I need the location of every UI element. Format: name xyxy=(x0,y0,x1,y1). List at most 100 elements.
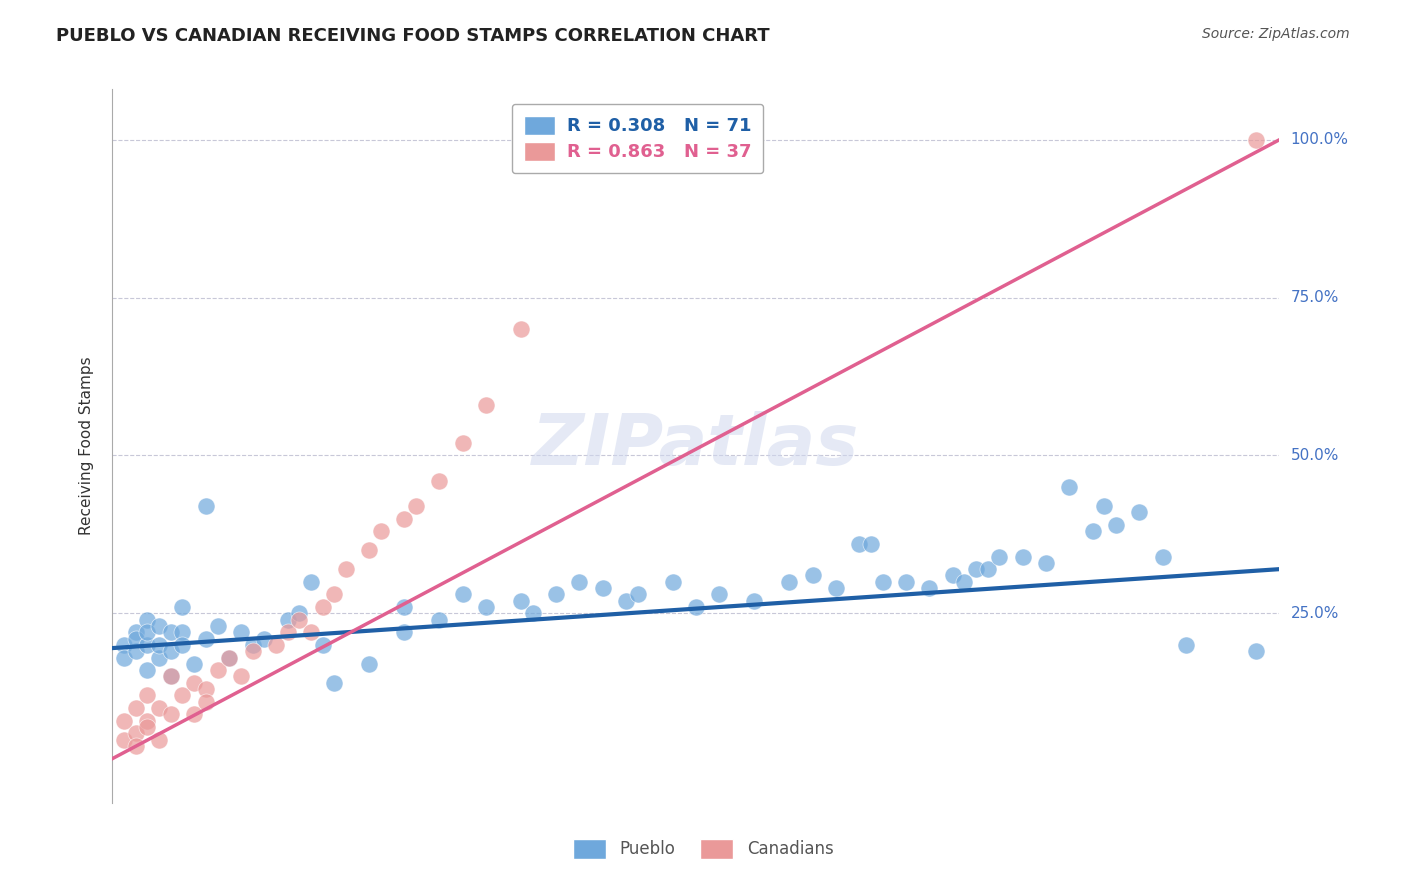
Point xyxy=(709,587,731,601)
Point xyxy=(125,644,148,658)
Point xyxy=(136,625,159,640)
Point xyxy=(172,625,194,640)
Point xyxy=(194,682,217,697)
Point xyxy=(125,726,148,740)
Point xyxy=(614,593,637,607)
Point xyxy=(148,619,170,633)
Point xyxy=(148,650,170,665)
Y-axis label: Receiving Food Stamps: Receiving Food Stamps xyxy=(79,357,94,535)
Point xyxy=(160,707,183,722)
Point xyxy=(942,568,965,582)
Point xyxy=(370,524,392,539)
Point xyxy=(522,607,544,621)
Point xyxy=(160,625,183,640)
Point xyxy=(125,632,148,646)
Point xyxy=(148,638,170,652)
Point xyxy=(1244,644,1267,658)
Point xyxy=(183,657,205,671)
Point xyxy=(744,593,766,607)
Point xyxy=(976,562,998,576)
Point xyxy=(323,587,346,601)
Point xyxy=(276,625,298,640)
Point xyxy=(427,474,450,488)
Point xyxy=(1175,638,1198,652)
Point xyxy=(801,568,824,582)
Point xyxy=(299,574,322,589)
Point xyxy=(194,499,217,513)
Point xyxy=(394,511,416,525)
Point xyxy=(112,714,135,728)
Point xyxy=(172,638,194,652)
Point xyxy=(207,619,229,633)
Point xyxy=(475,398,498,412)
Point xyxy=(183,675,205,690)
Point xyxy=(148,701,170,715)
Point xyxy=(264,638,287,652)
Point xyxy=(276,613,298,627)
Point xyxy=(229,669,252,683)
Point xyxy=(953,574,976,589)
Point xyxy=(860,537,883,551)
Point xyxy=(509,593,531,607)
Point xyxy=(311,638,333,652)
Point xyxy=(894,574,917,589)
Point xyxy=(207,663,229,677)
Point xyxy=(335,562,357,576)
Point xyxy=(323,675,346,690)
Point xyxy=(394,600,416,615)
Point xyxy=(112,732,135,747)
Point xyxy=(1081,524,1104,539)
Point xyxy=(359,657,381,671)
Point xyxy=(1105,517,1128,532)
Point xyxy=(451,435,474,450)
Point xyxy=(451,587,474,601)
Point xyxy=(218,650,240,665)
Point xyxy=(405,499,427,513)
Point xyxy=(194,632,217,646)
Point xyxy=(172,600,194,615)
Point xyxy=(778,574,800,589)
Point xyxy=(1244,133,1267,147)
Point xyxy=(509,322,531,336)
Point xyxy=(125,625,148,640)
Text: ZIPatlas: ZIPatlas xyxy=(533,411,859,481)
Point xyxy=(288,607,311,621)
Point xyxy=(359,543,381,558)
Point xyxy=(544,587,567,601)
Point xyxy=(112,638,135,652)
Text: 75.0%: 75.0% xyxy=(1291,290,1339,305)
Point xyxy=(136,663,159,677)
Point xyxy=(427,613,450,627)
Point xyxy=(136,689,159,703)
Point xyxy=(242,644,264,658)
Point xyxy=(160,644,183,658)
Point xyxy=(592,581,614,595)
Point xyxy=(918,581,941,595)
Point xyxy=(825,581,848,595)
Point xyxy=(160,669,183,683)
Point xyxy=(125,701,148,715)
Point xyxy=(848,537,870,551)
Point xyxy=(242,638,264,652)
Point xyxy=(160,669,183,683)
Point xyxy=(475,600,498,615)
Point xyxy=(627,587,650,601)
Point xyxy=(183,707,205,722)
Point xyxy=(172,689,194,703)
Point xyxy=(194,695,217,709)
Text: 50.0%: 50.0% xyxy=(1291,448,1339,463)
Point xyxy=(1152,549,1174,564)
Point xyxy=(136,720,159,734)
Point xyxy=(299,625,322,640)
Point xyxy=(253,632,276,646)
Point xyxy=(661,574,683,589)
Text: 25.0%: 25.0% xyxy=(1291,606,1339,621)
Point xyxy=(148,732,170,747)
Point xyxy=(568,574,591,589)
Point xyxy=(988,549,1011,564)
Point xyxy=(1059,480,1081,494)
Point xyxy=(965,562,987,576)
Text: 100.0%: 100.0% xyxy=(1291,132,1348,147)
Legend: Pueblo, Canadians: Pueblo, Canadians xyxy=(565,832,841,866)
Point xyxy=(136,613,159,627)
